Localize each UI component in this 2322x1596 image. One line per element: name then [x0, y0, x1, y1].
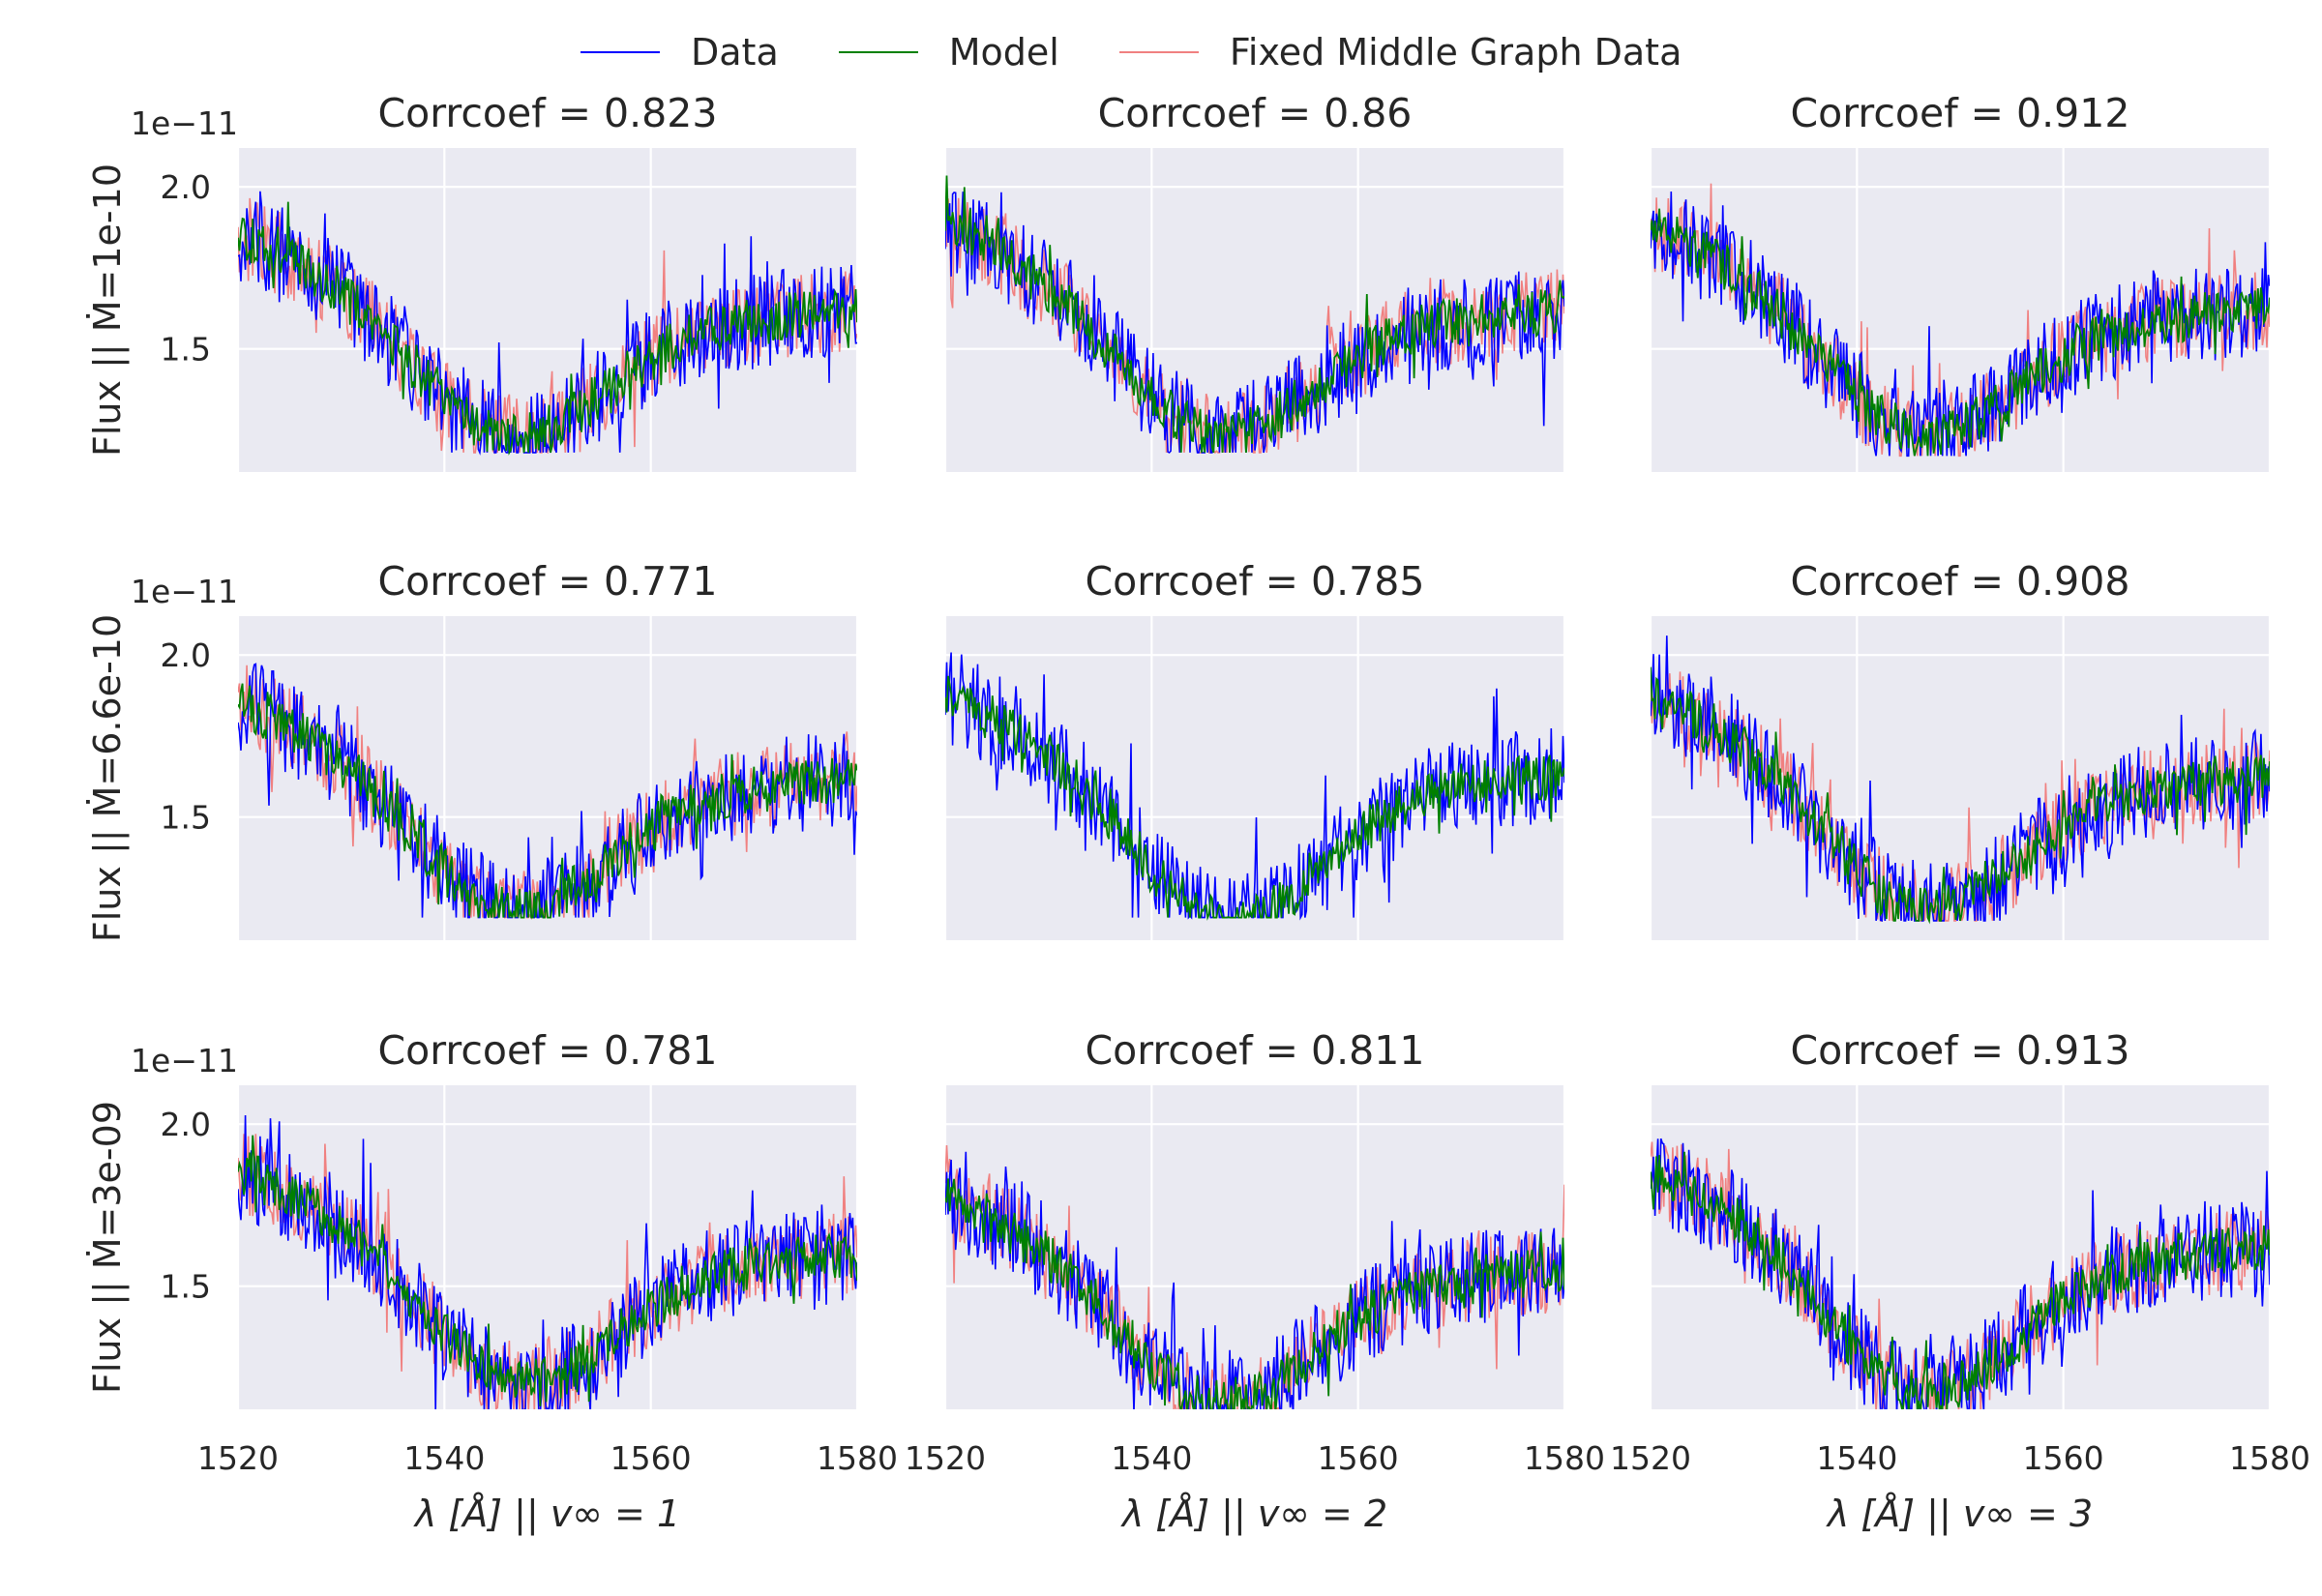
y-offset-label: 1e−11: [131, 104, 238, 142]
y-tick-label: 2.0: [161, 168, 211, 206]
legend-label-model: Model: [948, 31, 1059, 74]
panel-series: [945, 175, 1564, 455]
series-model: [1651, 1151, 2270, 1409]
panel-0-0: Corrcoef = 0.823 1.5 2.0 1e−11: [131, 90, 859, 472]
panel-title: Corrcoef = 0.913: [1791, 1027, 2130, 1074]
series-model: [945, 175, 1564, 454]
x-tick-label: 1580: [2229, 1439, 2310, 1477]
series-model: [1651, 208, 2270, 457]
panel-title: Corrcoef = 0.823: [378, 90, 718, 136]
panel-0-1: Corrcoef = 0.86: [943, 90, 1566, 472]
panel-title: Corrcoef = 0.771: [378, 558, 718, 605]
panel-series: [1651, 635, 2270, 925]
legend-item-fixed: Fixed Middle Graph Data: [1118, 31, 1682, 74]
legend-swatch-model: [838, 51, 918, 53]
x-tick-label: 1560: [610, 1439, 692, 1477]
series-model: [945, 675, 1564, 921]
legend-label-fixed: Fixed Middle Graph Data: [1229, 31, 1682, 74]
y-axis-label: Flux || Ṁ=6.6e-10: [86, 614, 130, 942]
panel-series: [238, 663, 857, 921]
x-axis-label: λ [Å] || v∞ = 3: [1826, 1493, 2093, 1536]
panel-series: [1651, 1138, 2270, 1409]
y-axis-label: Flux || Ṁ=3e-09: [86, 1101, 130, 1394]
x-axis-label: λ [Å] || v∞ = 2: [1120, 1493, 1387, 1536]
legend: Data Model Fixed Middle Graph Data: [580, 25, 1742, 79]
x-tick-label: 1580: [1524, 1439, 1605, 1477]
series-data: [1651, 1138, 2270, 1409]
legend-label-data: Data: [691, 31, 779, 74]
panel-title: Corrcoef = 0.781: [378, 1027, 718, 1074]
panel-2-1: Corrcoef = 0.811 1520 1540 1560 1580: [905, 1027, 1605, 1477]
panel-series: [1651, 183, 2270, 458]
series-data: [238, 1114, 857, 1409]
legend-swatch-fixed: [1118, 51, 1199, 53]
panel-series: [945, 1144, 1564, 1409]
series-model: [238, 201, 857, 456]
series-model: [1651, 666, 2270, 925]
legend-swatch-data: [580, 51, 660, 53]
x-tick-label: 1520: [197, 1439, 279, 1477]
y-tick-label: 1.5: [161, 331, 211, 369]
panel-1-1: Corrcoef = 0.785: [943, 558, 1566, 940]
x-tick-label: 1560: [1318, 1439, 1399, 1477]
x-tick-label: 1540: [1816, 1439, 1897, 1477]
panel-2-0: Corrcoef = 0.781 1.5 2.0 1e−11 1520 1540 1560 1…: [131, 1027, 898, 1477]
panel-title: Corrcoef = 0.86: [1098, 90, 1413, 136]
panel-1-2: Corrcoef = 0.908: [1649, 558, 2272, 940]
x-tick-label: 1540: [1111, 1439, 1192, 1477]
x-axis-label: λ [Å] || v∞ = 1: [413, 1493, 680, 1536]
series-model: [238, 683, 857, 919]
y-tick-label: 1.5: [161, 1268, 211, 1306]
y-axis-label: Flux || Ṁ=1e-10: [86, 163, 130, 457]
legend-item-model: Model: [838, 31, 1059, 74]
panel-series: [238, 1114, 857, 1409]
panel-1-0: Corrcoef = 0.771 1.5 2.0 1e−11: [131, 558, 859, 940]
panel-title: Corrcoef = 0.785: [1086, 558, 1425, 605]
series-model: [945, 1178, 1564, 1409]
x-tick-label: 1540: [403, 1439, 485, 1477]
series-model: [238, 1135, 857, 1406]
panel-series: [238, 191, 857, 456]
panel-0-2: Corrcoef = 0.912: [1649, 90, 2272, 472]
y-tick-label: 2.0: [161, 636, 211, 674]
x-tick-label: 1560: [2023, 1439, 2104, 1477]
series-data: [238, 191, 857, 456]
x-tick-label: 1520: [905, 1439, 986, 1477]
series-fixed-middle-graph-data: [1651, 183, 2270, 458]
y-offset-label: 1e−11: [131, 573, 238, 610]
y-tick-label: 1.5: [161, 799, 211, 837]
legend-item-data: Data: [580, 31, 779, 74]
y-tick-label: 2.0: [161, 1106, 211, 1143]
y-offset-label: 1e−11: [131, 1042, 238, 1079]
x-tick-label: 1580: [817, 1439, 898, 1477]
panel-title: Corrcoef = 0.811: [1086, 1027, 1425, 1074]
series-data: [238, 663, 857, 919]
series-data: [1651, 635, 2270, 923]
panel-series: [945, 652, 1564, 921]
panel-title: Corrcoef = 0.908: [1791, 558, 2130, 605]
panel-2-2: Corrcoef = 0.913 1520 1540 1560 1580: [1610, 1027, 2310, 1477]
x-tick-label: 1520: [1610, 1439, 1691, 1477]
panel-title: Corrcoef = 0.912: [1791, 90, 2130, 136]
